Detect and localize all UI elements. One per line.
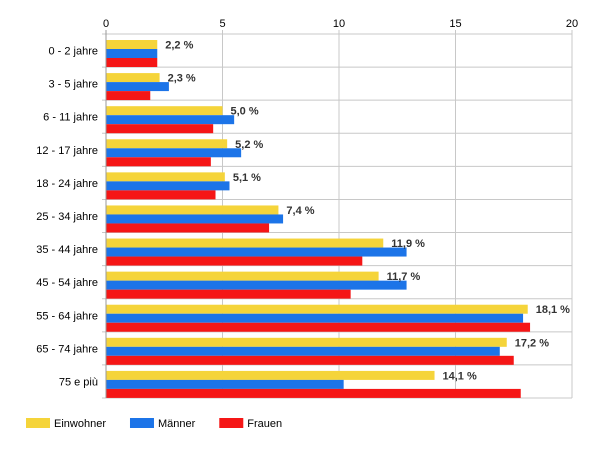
- data-label: 5,0 %: [231, 106, 259, 118]
- bar-m-nner: [106, 280, 407, 290]
- category-label: 0 - 2 jahre: [48, 46, 98, 58]
- category-label: 35 - 44 jahre: [36, 244, 98, 256]
- bar-m-nner: [106, 313, 524, 323]
- bar-frauen: [106, 91, 151, 101]
- bar-m-nner: [106, 82, 169, 92]
- bar-frauen: [106, 58, 158, 67]
- category-label: 25 - 34 jahre: [36, 211, 98, 223]
- bar-einwohner: [106, 337, 507, 347]
- legend-label: Einwohner: [54, 418, 106, 430]
- category-label: 65 - 74 jahre: [36, 343, 98, 355]
- legend: Einwohner Männer Frauen: [26, 418, 282, 430]
- category-label: 3 - 5 jahre: [48, 79, 98, 91]
- bar-einwohner: [106, 172, 225, 182]
- bar-einwohner: [106, 139, 228, 149]
- data-label: 14,1 %: [443, 370, 477, 382]
- category-label: 12 - 17 jahre: [36, 145, 98, 157]
- legend-label: Männer: [158, 418, 196, 430]
- category-label: 55 - 64 jahre: [36, 310, 98, 322]
- bar-m-nner: [106, 181, 230, 191]
- x-tick-label: 10: [333, 18, 345, 30]
- data-label: 2,3 %: [168, 73, 196, 85]
- bar-einwohner: [106, 205, 279, 215]
- bar-m-nner: [106, 379, 344, 389]
- category-label: 75 e più: [59, 376, 98, 388]
- data-labels: 2,2 % 2,3 % 5,0 % 5,2 % 5,1 % 7,4 % 11,9 % 11,7…: [165, 40, 570, 383]
- category-label: 6 - 11 jahre: [43, 112, 98, 124]
- bar-frauen: [106, 157, 211, 167]
- category-label: 45 - 54 jahre: [36, 277, 98, 289]
- data-label: 2,2 %: [165, 40, 193, 52]
- bar-frauen: [106, 322, 531, 332]
- data-label: 17,2 %: [515, 337, 549, 349]
- legend-label: Frauen: [247, 418, 282, 430]
- x-tick-label: 15: [449, 18, 461, 30]
- bar-m-nner: [106, 49, 158, 58]
- bars: [106, 40, 531, 398]
- x-tick-label: 5: [219, 18, 225, 30]
- bar-einwohner: [106, 238, 384, 248]
- bar-frauen: [106, 256, 363, 266]
- legend-swatch: [129, 418, 154, 428]
- bar-frauen: [106, 355, 514, 365]
- legend-swatch: [26, 418, 50, 428]
- bar-einwohner: [106, 271, 379, 281]
- x-tick-label: 20: [566, 18, 578, 30]
- bar-frauen: [106, 289, 351, 299]
- bar-m-nner: [106, 247, 407, 257]
- legend-swatch: [219, 418, 244, 428]
- bar-frauen: [106, 124, 214, 134]
- axes: 0 5 10 15 20 0 - 2 jahre 3 - 5 jahre 6 - 11 jah…: [36, 18, 578, 398]
- bar-einwohner: [106, 304, 528, 314]
- bar-einwohner: [106, 73, 160, 83]
- x-tick-label: 0: [103, 18, 109, 30]
- data-label: 7,4 %: [286, 205, 314, 217]
- bar-einwohner: [106, 106, 223, 116]
- bar-einwohner: [106, 370, 435, 380]
- bar-einwohner: [106, 40, 158, 49]
- data-label: 11,7 %: [387, 271, 421, 283]
- data-label: 5,1 %: [233, 172, 261, 184]
- bar-m-nner: [106, 346, 500, 356]
- bar-frauen: [106, 190, 216, 200]
- data-label: 18,1 %: [536, 304, 570, 316]
- bar-m-nner: [106, 115, 235, 125]
- category-label: 18 - 24 jahre: [36, 178, 98, 190]
- bar-frauen: [106, 223, 270, 233]
- data-label: 11,9 %: [391, 238, 425, 250]
- bar-m-nner: [106, 148, 242, 158]
- grid: [102, 30, 573, 399]
- bar-m-nner: [106, 214, 284, 224]
- bar-frauen: [106, 388, 521, 398]
- data-label: 5,2 %: [235, 139, 263, 151]
